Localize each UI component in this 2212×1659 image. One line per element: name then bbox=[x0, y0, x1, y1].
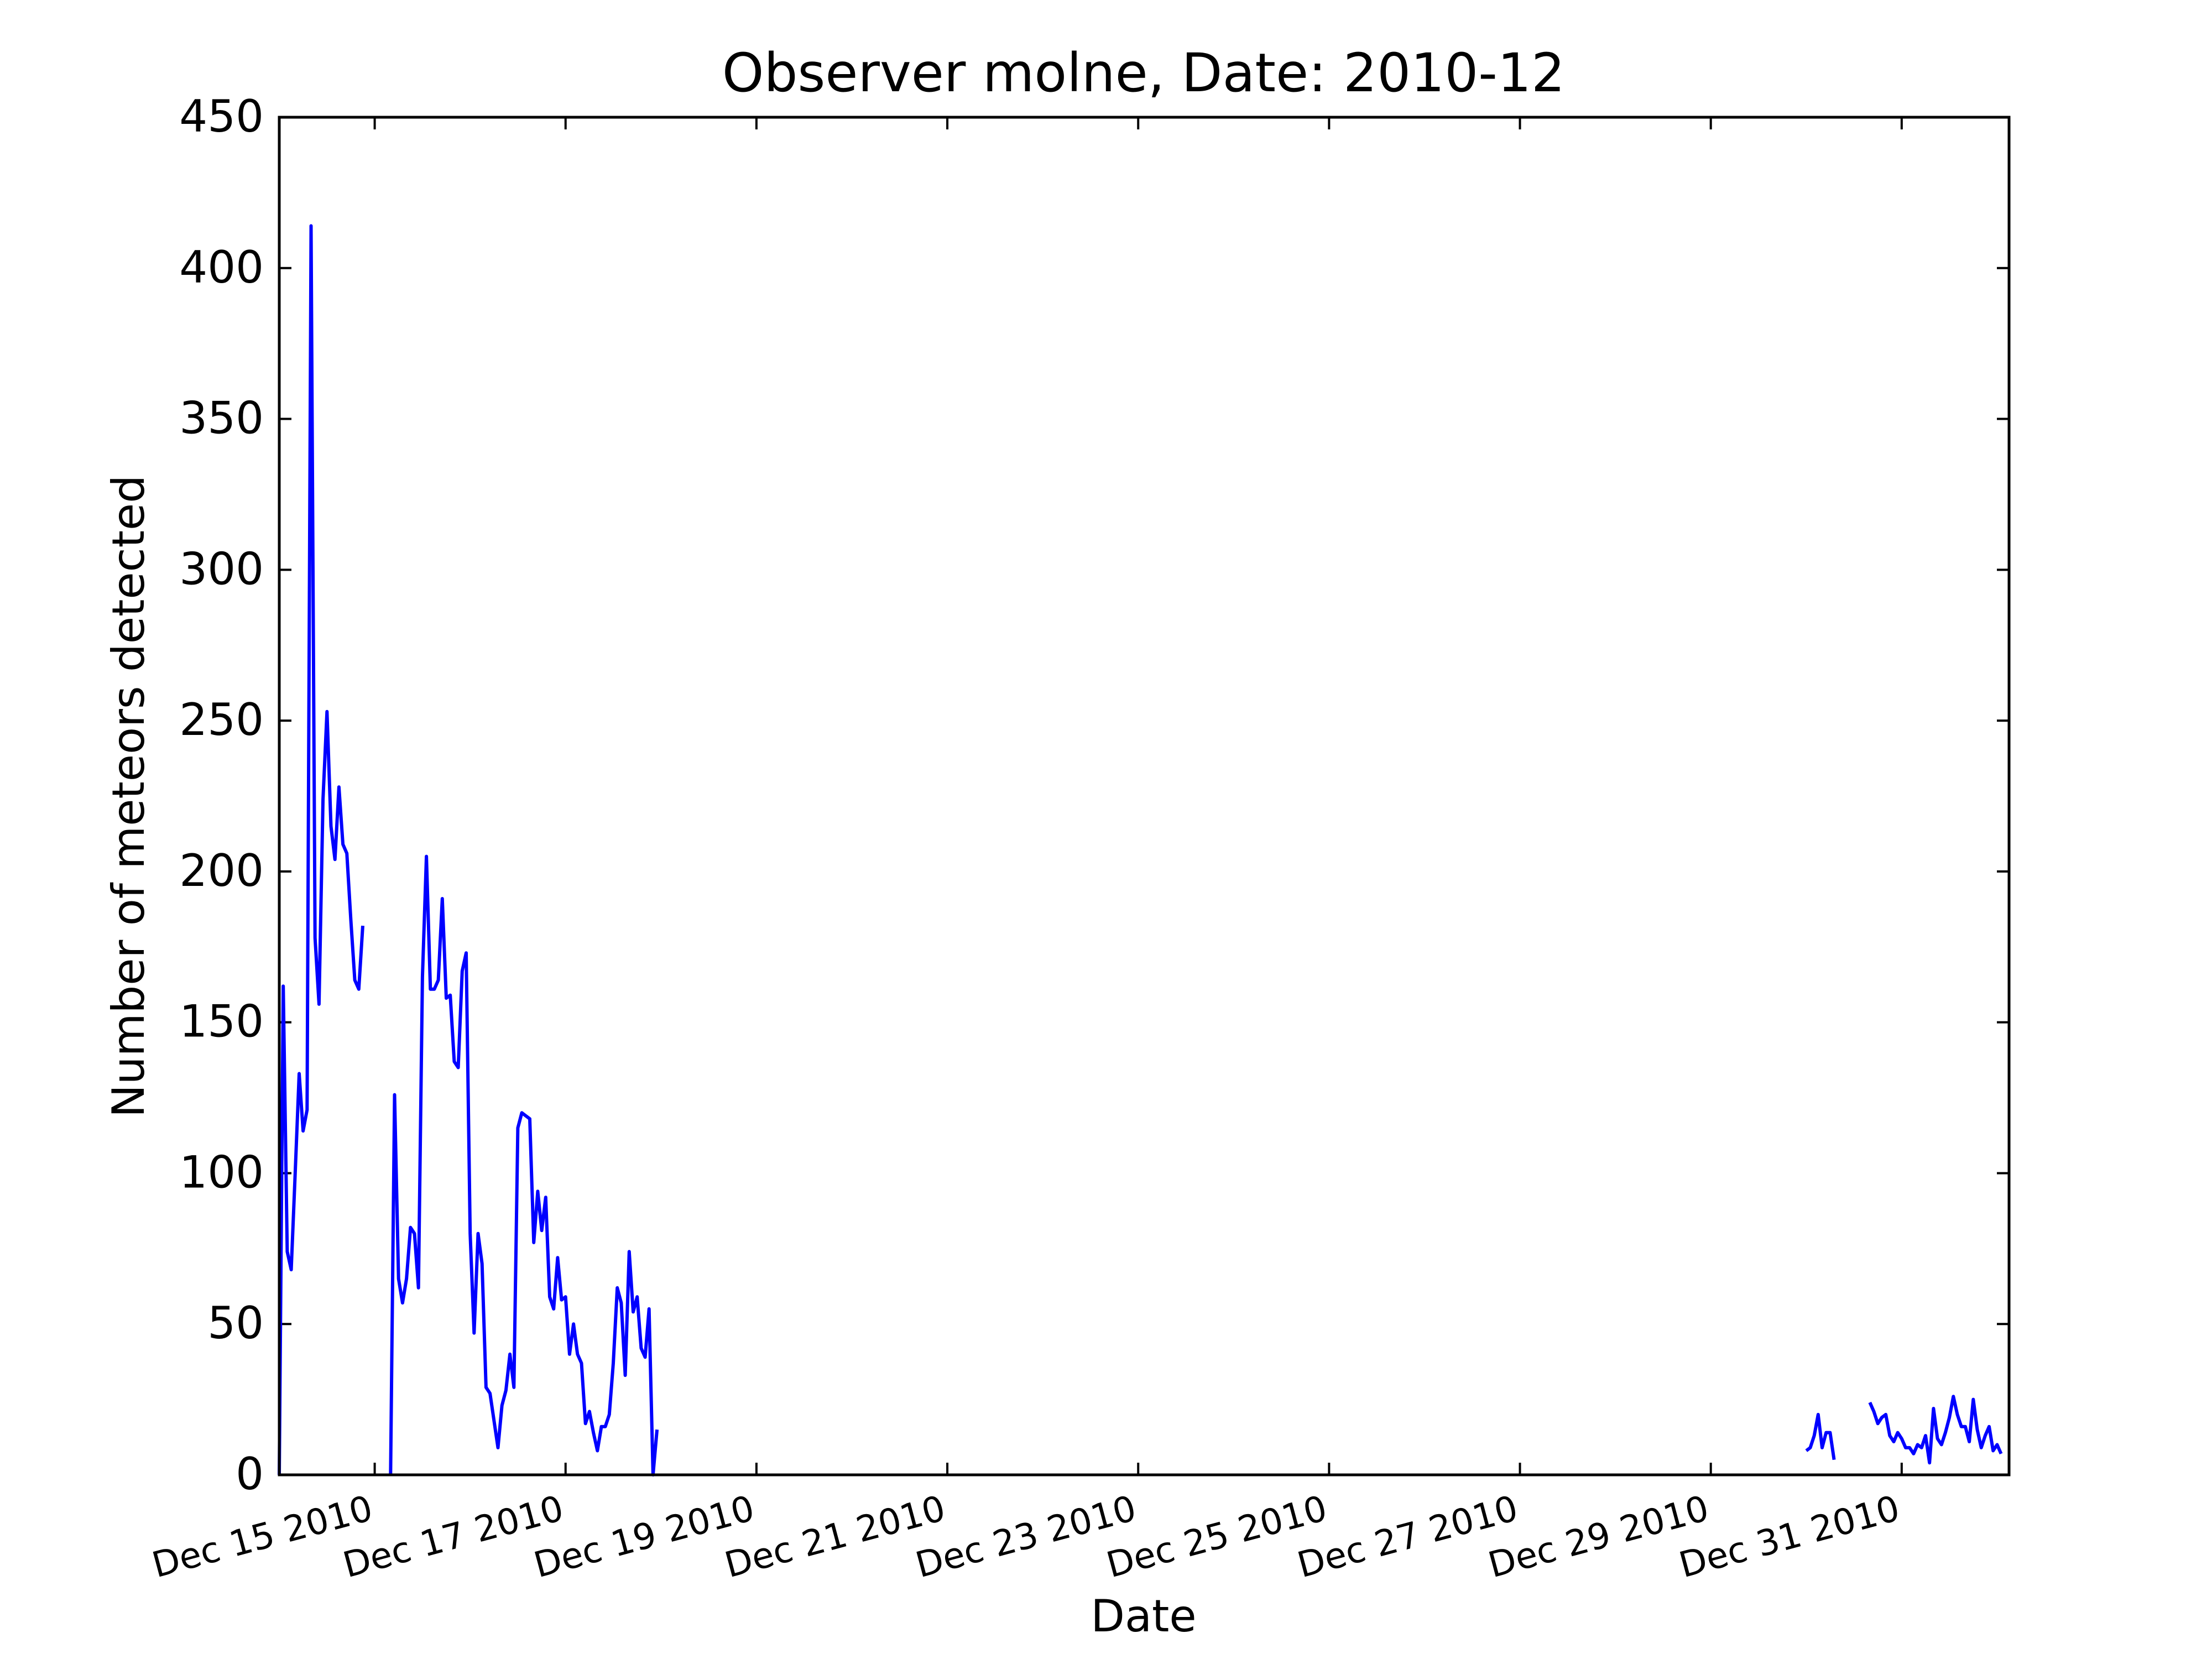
y-axis-label: Number of meteors detected bbox=[103, 475, 154, 1118]
y-tick-label: 250 bbox=[179, 694, 264, 745]
series-line-segment bbox=[1868, 1395, 2003, 1465]
y-tick-label: 450 bbox=[179, 91, 264, 142]
series-group bbox=[278, 224, 2003, 1477]
y-tick-label: 350 bbox=[179, 393, 264, 444]
x-axis-label: Date bbox=[1091, 1590, 1196, 1642]
y-tick-label: 0 bbox=[236, 1448, 264, 1500]
y-tick-label: 100 bbox=[179, 1146, 264, 1198]
series-line-segment bbox=[389, 854, 659, 1477]
series-line-segment bbox=[1805, 1412, 1836, 1460]
y-tick-label: 400 bbox=[179, 242, 264, 293]
y-axis: 0 50 100 150 200 250 300 350 400 450 bbox=[179, 91, 2009, 1500]
y-tick-label: 150 bbox=[179, 996, 264, 1047]
plot-frame bbox=[278, 116, 2011, 1477]
chart-title: Observer molne, Date: 2010-12 bbox=[722, 42, 1565, 104]
y-tick-label: 300 bbox=[179, 543, 264, 594]
y-tick-label: 200 bbox=[179, 845, 264, 896]
series-line-segment bbox=[278, 224, 364, 1475]
y-tick-label: 50 bbox=[207, 1297, 264, 1349]
